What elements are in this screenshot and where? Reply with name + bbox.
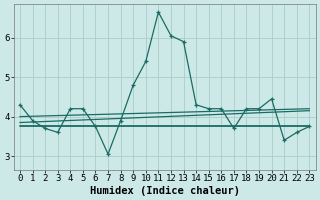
X-axis label: Humidex (Indice chaleur): Humidex (Indice chaleur) [90,186,240,196]
